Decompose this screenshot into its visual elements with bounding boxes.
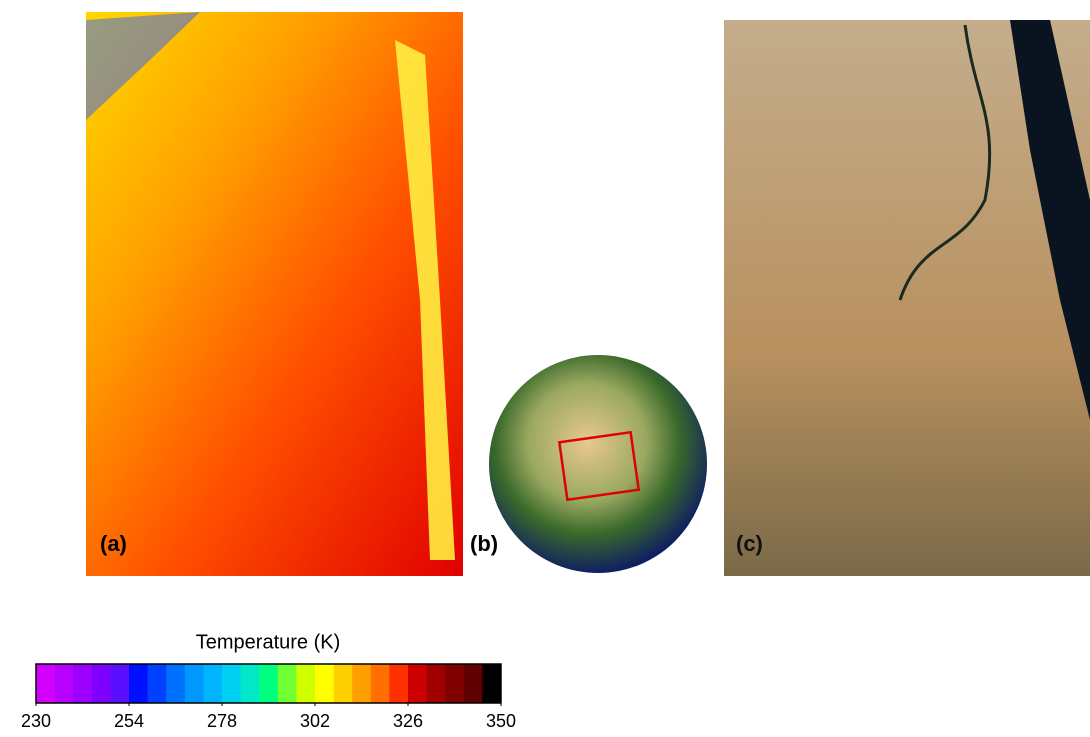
color-segment [241, 664, 260, 703]
panel-label: (c) [736, 531, 763, 556]
color-segment [203, 664, 222, 703]
color-segment [185, 664, 204, 703]
color-segment [296, 664, 315, 703]
color-segment [55, 664, 74, 703]
figure: (a) (b) (c) Temperature (K) 230 254 278 302… [0, 0, 1090, 732]
color-segment [222, 664, 241, 703]
color-segment [110, 664, 129, 703]
tick-label: 350 [486, 711, 516, 731]
color-segment [92, 664, 111, 703]
color-segment [73, 664, 92, 703]
color-segment [408, 664, 427, 703]
color-segment [371, 664, 390, 703]
tick-label: 254 [114, 711, 144, 731]
color-segment [278, 664, 297, 703]
color-segment [129, 664, 148, 703]
tick-label: 230 [21, 711, 51, 731]
color-segment [445, 664, 464, 703]
color-segment [389, 664, 408, 703]
panel-label: (a) [100, 531, 127, 556]
color-segment [482, 664, 501, 703]
colorbar-title: Temperature (K) [196, 631, 341, 653]
color-segment [315, 664, 334, 703]
panel-c: (c) [724, 20, 1090, 576]
panel-b: (b) [470, 355, 707, 573]
tick-label: 302 [300, 711, 330, 731]
panel-a: (a) [86, 12, 463, 576]
color-segment [427, 664, 446, 703]
color-segment [259, 664, 278, 703]
color-segment [148, 664, 167, 703]
color-segment [334, 664, 353, 703]
color-segment [166, 664, 185, 703]
tick-label: 326 [393, 711, 423, 731]
panel-label: (b) [470, 531, 498, 556]
color-segment [36, 664, 55, 703]
color-segment [464, 664, 483, 703]
tick-label: 278 [207, 711, 237, 731]
colorbar: Temperature (K) 230 254 278 302 326 350 [21, 631, 516, 730]
color-segment [352, 664, 371, 703]
